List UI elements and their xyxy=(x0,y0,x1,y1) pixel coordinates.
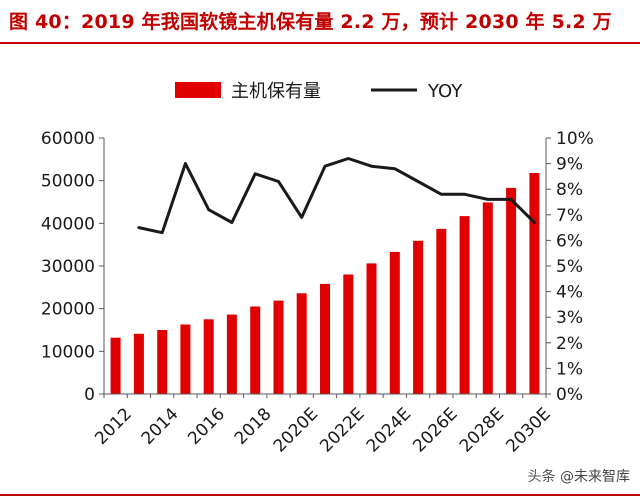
bar-2025E xyxy=(413,240,424,394)
legend-bar-swatch xyxy=(175,82,221,98)
figure-title-bar: 图 40：2019 年我国软镜主机保有量 2.2 万，预计 2030 年 5.2… xyxy=(0,0,640,40)
y-right-tick-label: 1% xyxy=(556,359,583,379)
y-right-tick-label: 10% xyxy=(556,129,594,149)
x-tick-label: 2026E xyxy=(409,404,461,456)
yoy-line xyxy=(137,157,536,235)
bar-2029E xyxy=(506,187,517,394)
y-right-tick-label: 6% xyxy=(556,231,583,251)
x-tick-label: 2028E xyxy=(456,404,508,456)
watermark: 头条 @未来智库 xyxy=(528,466,630,486)
x-tick-label: 2020E xyxy=(270,404,322,456)
y-right-tick-label: 8% xyxy=(556,180,583,200)
watermark-handle: @未来智库 xyxy=(560,469,630,485)
figure-title: 图 40：2019 年我国软镜主机保有量 2.2 万，预计 2030 年 5.2… xyxy=(9,11,612,33)
bar-2016 xyxy=(203,319,214,394)
y-right-tick-label: 7% xyxy=(556,206,583,226)
x-tick-label: 2012 xyxy=(91,404,136,449)
y-left-tick-label: 30000 xyxy=(41,257,95,277)
x-tick-label: 2024E xyxy=(363,404,415,456)
y-left-tick-label: 40000 xyxy=(41,214,95,234)
bar-2030E xyxy=(529,173,540,394)
bar-2023E xyxy=(366,263,377,394)
bar-2022E xyxy=(343,274,354,394)
bar-2012 xyxy=(110,337,121,394)
x-tick-label: 2016 xyxy=(184,404,229,449)
chart-legend: 主机保有量 YOY xyxy=(175,81,463,102)
y-right-tick-label: 3% xyxy=(556,308,583,328)
bar-2015 xyxy=(180,324,191,394)
bar-2019 xyxy=(273,300,284,394)
watermark-prefix: 头条 xyxy=(527,469,556,485)
title-divider xyxy=(0,42,640,44)
x-tick-label: 2014 xyxy=(138,404,183,449)
bar-2018 xyxy=(250,306,261,394)
x-tick-label: 2030E xyxy=(502,404,554,456)
y-right-tick-label: 0% xyxy=(556,385,583,405)
bar-2021E xyxy=(320,283,330,394)
y-left-tick-label: 0 xyxy=(84,385,95,405)
y-left-tick-label: 10000 xyxy=(41,342,95,362)
legend-line-label: YOY xyxy=(427,81,463,102)
y-left-tick-label: 50000 xyxy=(41,172,95,192)
bar-2024E xyxy=(389,251,400,394)
bar-2020E xyxy=(296,293,307,394)
bar-2017 xyxy=(226,314,237,394)
bar-2014 xyxy=(157,330,168,394)
legend-bar-label: 主机保有量 xyxy=(231,81,321,102)
bar-series xyxy=(110,173,540,394)
bar-2013 xyxy=(133,333,144,394)
y-right-tick-label: 2% xyxy=(556,334,583,354)
x-tick-label: 2022E xyxy=(316,404,368,456)
y-right-tick-label: 4% xyxy=(556,283,583,303)
y-right-tick-label: 5% xyxy=(556,257,583,277)
bar-2026E xyxy=(436,228,447,394)
y-left-tick-label: 60000 xyxy=(41,129,95,149)
bar-2028E xyxy=(482,202,493,394)
bottom-divider xyxy=(0,494,640,496)
y-right-tick-label: 9% xyxy=(556,155,583,175)
line-series xyxy=(137,157,536,235)
y-left-tick-label: 20000 xyxy=(41,300,95,320)
bar-2027E xyxy=(459,216,470,394)
